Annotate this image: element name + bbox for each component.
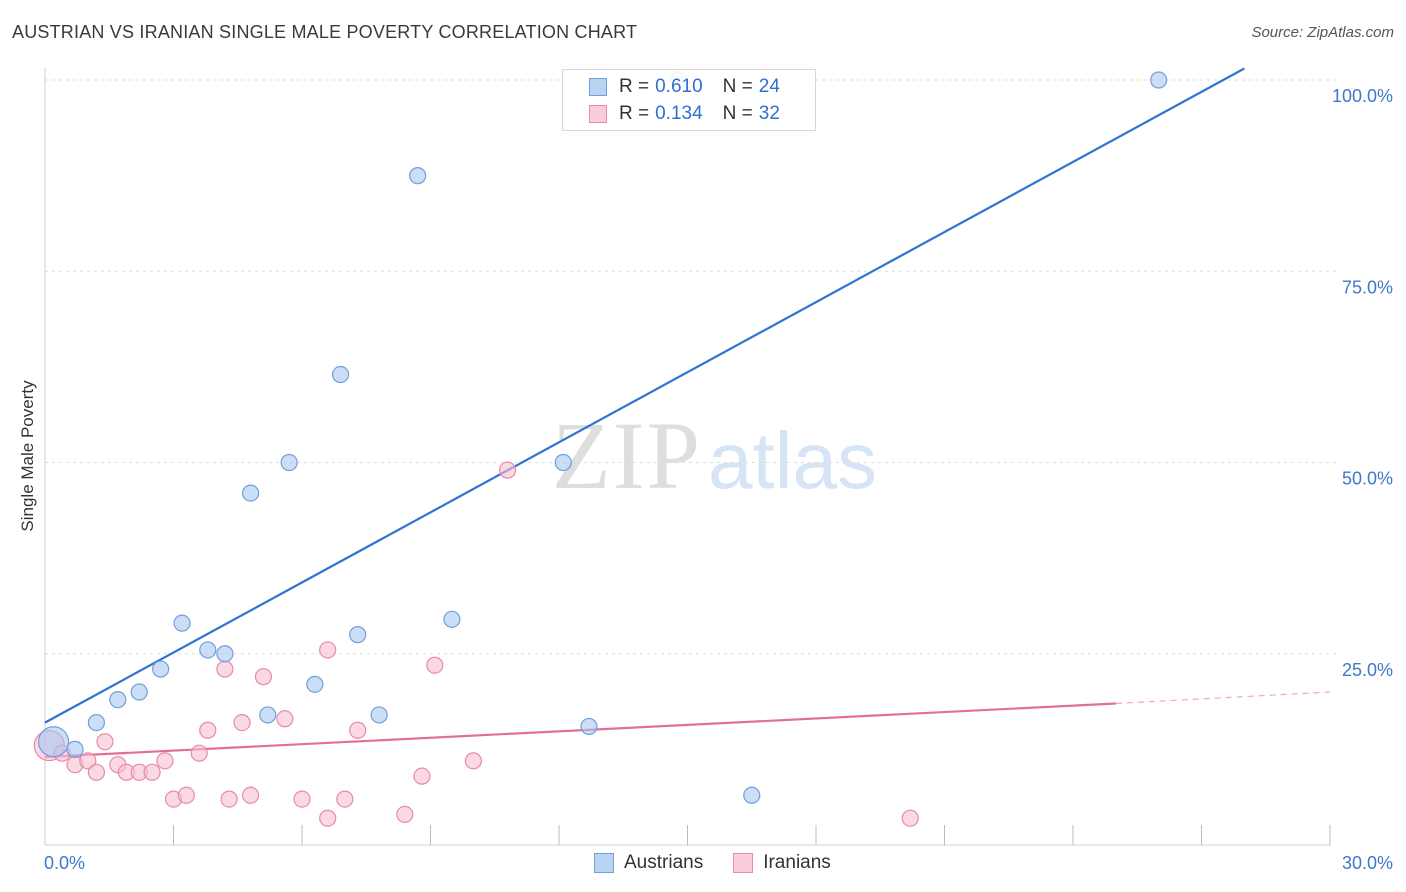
point-austrians-4 [130, 683, 148, 701]
iranians-legend-swatch [733, 853, 754, 873]
iranians-legend-label: Iranians [763, 852, 831, 873]
point-iranians-12 [177, 786, 195, 804]
grid-lines [45, 79, 1336, 655]
point-austrians-22 [1150, 71, 1168, 89]
point-austrians-8 [216, 645, 234, 663]
legend-row-austrians: R = 0.610 N = 24 [589, 74, 780, 100]
point-iranians-31 [901, 809, 919, 827]
legend-row-iranians: R = 0.134 N = 32 [589, 101, 780, 127]
n-value-austrians: 24 [758, 76, 780, 97]
point-austrians-18 [554, 453, 572, 472]
tick-labels: 100.0% 75.0% 50.0% 25.0% 0.0% 30.0% [44, 86, 1393, 873]
point-iranians-27 [413, 767, 431, 785]
point-austrians-9 [242, 484, 260, 502]
legend-item-iranians[interactable]: Iranians [733, 852, 831, 874]
point-austrians-15 [370, 706, 388, 724]
y-tick-label-75: 75.0% [1342, 277, 1393, 297]
stats-legend: R = 0.610 N = 24 R = 0.134 N = 32 [562, 69, 816, 131]
iranians-swatch [589, 105, 607, 123]
chart-title: AUSTRIAN VS IRANIAN SINGLE MALE POVERTY … [12, 22, 638, 42]
y-tick-label-100: 100.0% [1332, 86, 1393, 106]
point-austrians-13 [331, 365, 350, 384]
y-axis-label: Single Male Poverty [18, 380, 37, 532]
point-austrians-6 [173, 614, 191, 632]
point-austrians-10 [259, 706, 277, 724]
n-label: N = [722, 76, 753, 97]
x-tick-label-max: 30.0% [1342, 853, 1393, 873]
point-iranians-18 [242, 786, 260, 804]
point-iranians-23 [319, 641, 337, 659]
point-austrians-3 [109, 691, 127, 709]
point-iranians-10 [156, 752, 174, 770]
point-iranians-17 [233, 713, 251, 732]
point-austrians-14 [349, 626, 367, 644]
r-value-austrians: 0.610 [655, 76, 703, 97]
x-tick-label-min: 0.0% [44, 853, 85, 873]
trend-line-austrians [44, 67, 1245, 724]
y-tick-label-25: 25.0% [1342, 660, 1393, 680]
point-austrians-1 [66, 740, 84, 758]
legend-item-austrians[interactable]: Austrians [594, 852, 703, 874]
point-iranians-24 [336, 790, 354, 808]
point-austrians-2 [87, 713, 106, 732]
point-iranians-28 [426, 656, 444, 674]
point-austrians-16 [409, 167, 427, 185]
point-austrians-17 [443, 610, 461, 628]
point-iranians-16 [220, 790, 238, 808]
point-iranians-29 [464, 752, 482, 770]
r-label: R = [619, 76, 650, 97]
austrians-swatch [589, 78, 607, 96]
point-iranians-3 [79, 752, 97, 770]
point-iranians-9 [143, 763, 161, 781]
y-tick-label-50: 50.0% [1342, 469, 1393, 489]
trend-line-extension-iranians [1115, 691, 1331, 705]
point-iranians-25 [349, 721, 367, 739]
trend-line-iranians [44, 702, 1116, 759]
point-iranians-15 [216, 660, 234, 678]
point-iranians-21 [293, 790, 311, 808]
point-iranians-14 [199, 721, 217, 739]
point-austrians-0 [37, 726, 70, 758]
point-austrians-5 [152, 660, 170, 678]
trend-lines [44, 67, 1331, 759]
austrians-legend-swatch [594, 853, 614, 873]
point-iranians-22 [319, 809, 337, 827]
r-label: R = [619, 103, 650, 124]
point-iranians-4 [87, 763, 106, 781]
point-iranians-26 [396, 805, 414, 824]
point-austrians-21 [743, 786, 761, 804]
austrians-legend-label: Austrians [624, 852, 704, 873]
n-value-iranians: 32 [758, 103, 780, 124]
series-legend: Austrians Iranians [594, 852, 861, 874]
r-value-iranians: 0.134 [655, 103, 703, 124]
point-austrians-12 [306, 675, 324, 693]
point-iranians-19 [254, 668, 273, 686]
point-austrians-19 [580, 717, 598, 736]
point-austrians-11 [280, 453, 298, 472]
source-label: Source: ZipAtlas.com [1251, 24, 1394, 41]
point-iranians-5 [96, 733, 114, 751]
point-austrians-7 [199, 641, 217, 659]
point-iranians-13 [190, 744, 208, 762]
axes [44, 68, 1331, 846]
data-points [33, 71, 1168, 827]
point-iranians-20 [276, 710, 294, 728]
point-iranians-30 [499, 461, 517, 479]
n-label: N = [722, 103, 753, 124]
